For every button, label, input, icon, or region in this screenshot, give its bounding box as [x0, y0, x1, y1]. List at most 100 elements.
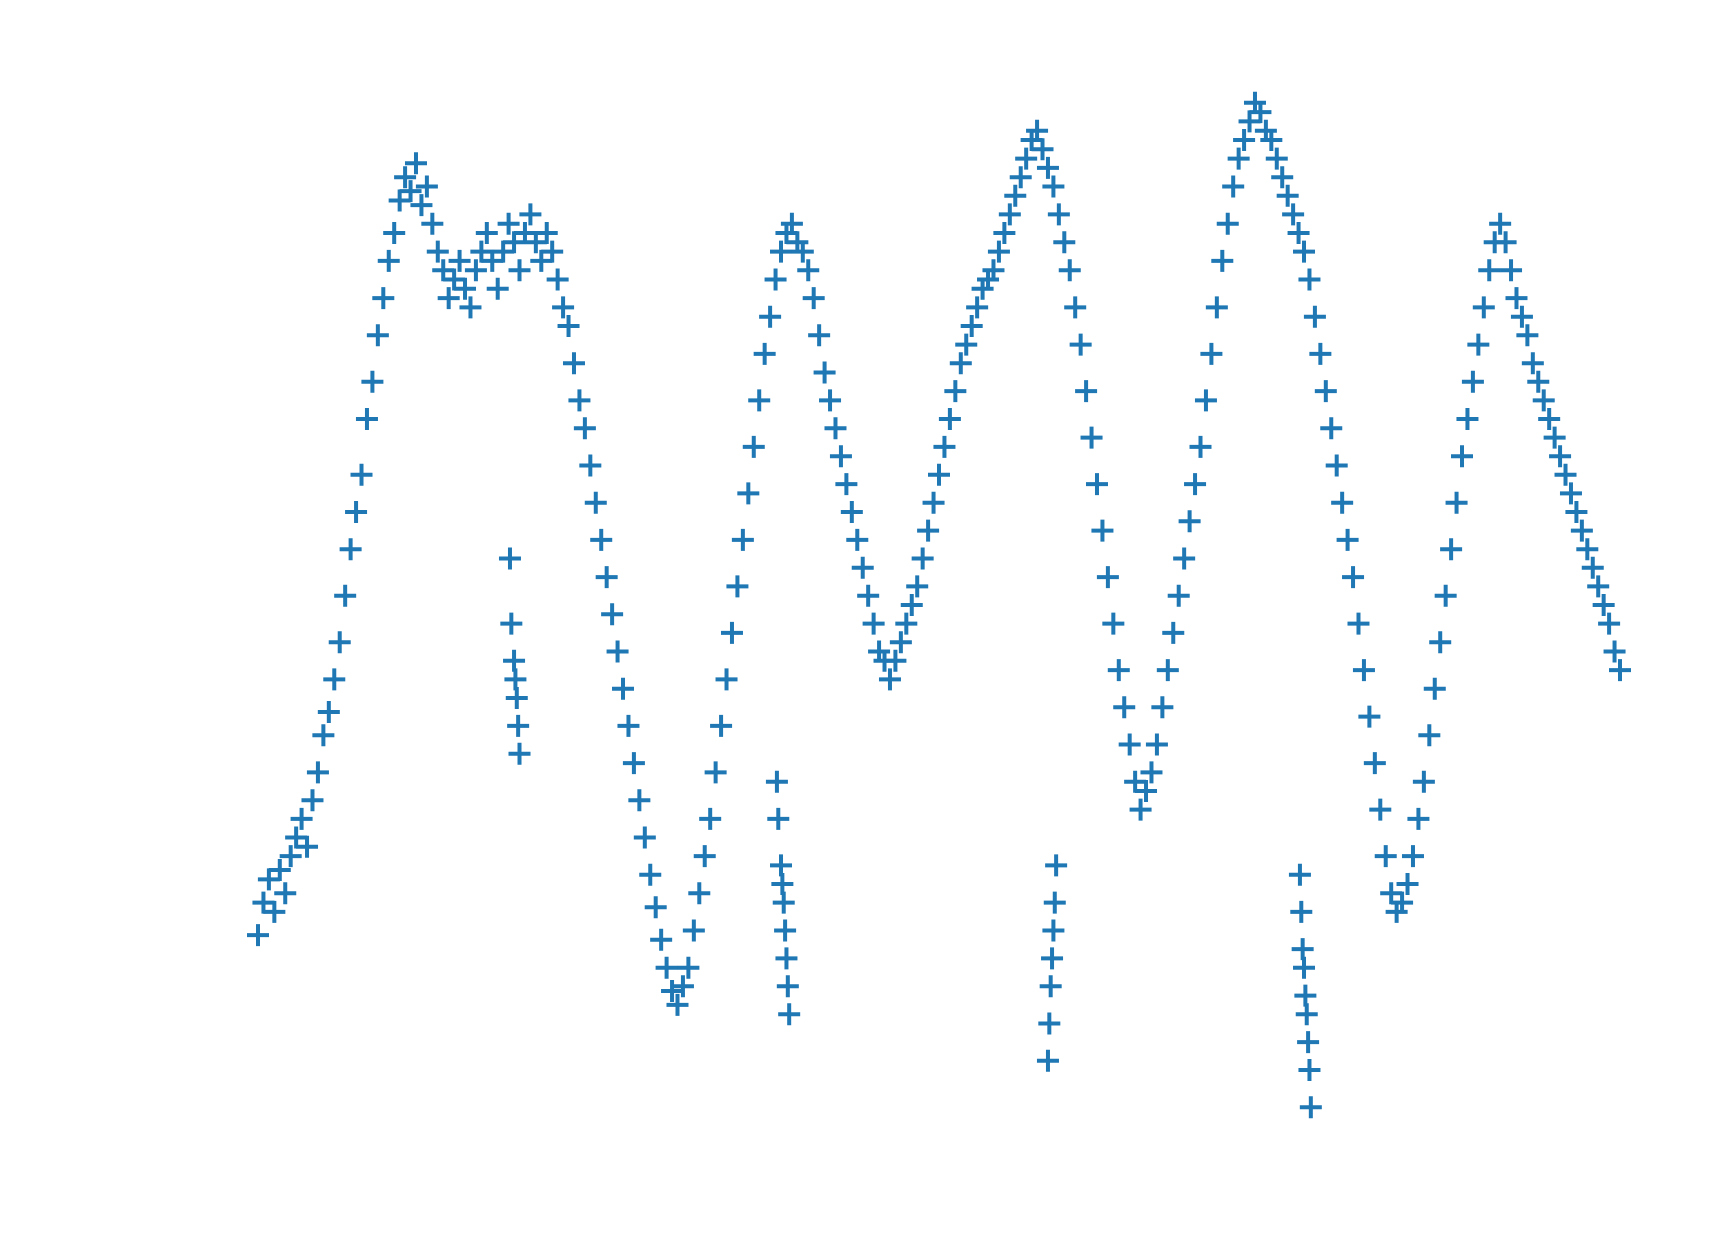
data-point-marker [1342, 566, 1365, 589]
data-point-marker [590, 528, 613, 551]
data-point-marker [1156, 659, 1179, 682]
data-point-marker [715, 668, 738, 691]
data-point-marker [366, 324, 389, 347]
data-point-marker [720, 621, 743, 644]
data-point-marker [1298, 1059, 1321, 1081]
data-point-marker [819, 389, 842, 412]
data-point-marker [944, 380, 967, 403]
data-point-marker [846, 528, 869, 551]
data-point-marker [617, 714, 640, 737]
data-point-marker [1205, 296, 1228, 319]
data-point-marker [1532, 389, 1555, 412]
data-point-marker [851, 556, 874, 579]
data-point-marker [1096, 566, 1119, 589]
data-point-marker [1140, 761, 1163, 784]
data-point-marker [1222, 175, 1245, 198]
data-point-marker [1603, 640, 1626, 663]
data-point-marker [650, 928, 673, 951]
data-point-marker [1418, 724, 1441, 747]
data-point-marker [884, 649, 907, 672]
data-point-marker [922, 491, 945, 514]
data-point-marker [306, 761, 329, 784]
data-point-marker [568, 389, 591, 412]
data-point-marker [797, 259, 820, 282]
data-point-marker [1538, 408, 1561, 430]
data-point-marker [1407, 807, 1430, 830]
data-point-marker [535, 222, 558, 244]
data-point-marker [274, 882, 297, 905]
data-point-marker [829, 445, 852, 468]
data-point-marker [1412, 770, 1435, 793]
data-point-marker [699, 807, 722, 830]
data-point-marker [1336, 528, 1359, 551]
data-point-marker [1467, 333, 1490, 356]
data-point-marker [1325, 454, 1348, 477]
data-point-marker [312, 724, 335, 747]
data-point-marker [1200, 342, 1223, 365]
data-point-marker [557, 315, 580, 337]
data-point-marker [878, 668, 901, 691]
data-point-marker [1429, 631, 1452, 654]
data-point-marker [508, 259, 531, 282]
data-point-marker [906, 575, 929, 598]
data-point-marker [666, 993, 689, 1016]
data-point-marker [644, 896, 667, 919]
data-point-marker [1423, 677, 1446, 700]
data-point-marker [1576, 538, 1599, 561]
data-point-marker [1391, 891, 1414, 914]
data-point-marker [268, 859, 291, 882]
data-point-marker [1058, 259, 1081, 282]
data-point-marker [507, 714, 530, 737]
data-point-marker [764, 268, 787, 291]
data-point-marker [1129, 798, 1152, 821]
data-point-marker [1211, 249, 1234, 272]
data-point-marker [1347, 612, 1370, 635]
data-point-marker [1581, 556, 1604, 579]
data-point-marker [1592, 594, 1615, 616]
data-point-marker [263, 900, 286, 923]
data-point-marker [500, 612, 523, 635]
data-point-marker [1299, 1096, 1322, 1119]
data-point-marker [1294, 984, 1317, 1007]
data-point-marker [595, 566, 618, 589]
data-point-marker [1091, 519, 1114, 542]
data-point-marker [1053, 231, 1076, 254]
data-point-marker [541, 240, 564, 263]
data-point-marker [835, 473, 858, 496]
data-point-marker [1189, 435, 1212, 458]
data-point-marker [1352, 659, 1375, 682]
data-point-marker [296, 835, 319, 858]
data-point-marker [628, 789, 651, 812]
data-point-marker [552, 296, 575, 319]
data-point-marker [1609, 659, 1631, 682]
data-point-marker [889, 631, 912, 654]
data-point-marker [726, 575, 749, 598]
data-point-marker [1549, 445, 1572, 468]
data-point-marker [1472, 296, 1495, 319]
data-point-marker [415, 175, 438, 198]
data-point-marker [1290, 900, 1313, 923]
data-point-marker [584, 491, 607, 514]
data-point-marker [917, 519, 940, 542]
data-point-marker [928, 463, 950, 486]
data-point-marker [1135, 780, 1158, 802]
data-point-marker [1041, 947, 1064, 970]
data-point-marker [1303, 305, 1326, 328]
data-point-marker [404, 152, 427, 175]
data-point-marker [573, 417, 596, 440]
data-point-marker [1031, 138, 1054, 161]
data-point-marker [770, 240, 793, 263]
data-point-marker [1009, 166, 1032, 189]
data-point-marker [808, 324, 831, 347]
data-point-marker [334, 584, 357, 607]
data-point-marker [1184, 473, 1207, 496]
data-point-marker [486, 277, 509, 300]
data-point-marker [377, 249, 400, 272]
data-point-marker [1249, 101, 1272, 124]
data-point-marker [290, 807, 313, 830]
data-point-marker [987, 240, 1010, 263]
data-point-marker [1295, 1003, 1318, 1026]
data-point-marker [601, 603, 624, 626]
